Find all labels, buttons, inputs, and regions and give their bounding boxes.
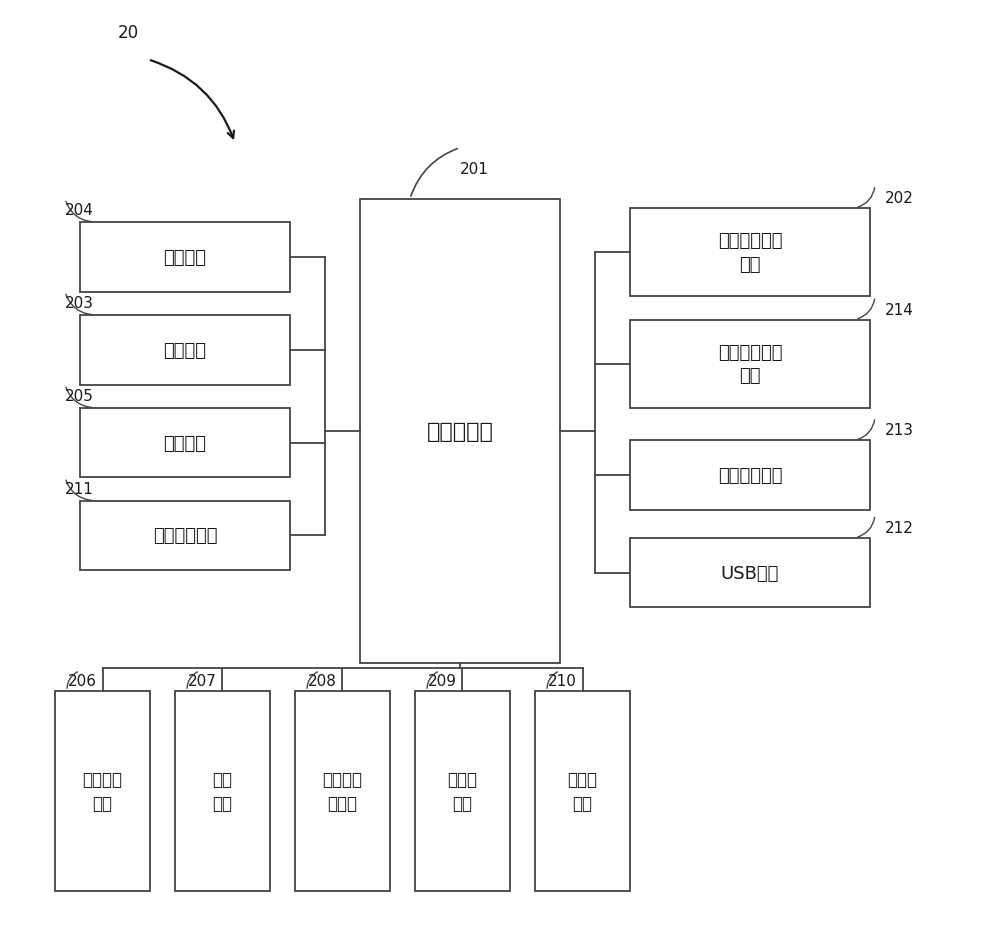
FancyBboxPatch shape	[630, 441, 870, 510]
FancyBboxPatch shape	[630, 538, 870, 608]
FancyBboxPatch shape	[360, 200, 560, 664]
FancyBboxPatch shape	[80, 316, 290, 385]
Text: 微控制单元: 微控制单元	[427, 421, 493, 442]
FancyBboxPatch shape	[535, 691, 630, 891]
Text: 205: 205	[65, 389, 94, 404]
Text: 210: 210	[548, 674, 577, 689]
Text: 触摸按键单元: 触摸按键单元	[153, 527, 217, 545]
Text: 201: 201	[460, 161, 489, 176]
FancyBboxPatch shape	[55, 691, 150, 891]
Text: 209: 209	[428, 674, 457, 689]
FancyBboxPatch shape	[415, 691, 510, 891]
Text: 存储单元: 存储单元	[164, 434, 207, 452]
Text: 无线射频接收
单元: 无线射频接收 单元	[718, 232, 782, 274]
FancyBboxPatch shape	[175, 691, 270, 891]
FancyBboxPatch shape	[630, 209, 870, 297]
FancyBboxPatch shape	[630, 320, 870, 408]
Text: 207: 207	[188, 674, 217, 689]
FancyBboxPatch shape	[80, 223, 290, 292]
Text: 氮气传
感器: 氮气传 感器	[568, 770, 598, 812]
FancyBboxPatch shape	[80, 501, 290, 571]
Text: 蓝牙通讯单元: 蓝牙通讯单元	[718, 467, 782, 484]
Text: 214: 214	[885, 303, 914, 317]
Text: 204: 204	[65, 203, 94, 218]
Text: 203: 203	[65, 296, 94, 311]
Text: 报警
单元: 报警 单元	[212, 770, 232, 812]
Text: 环境温度
传感器: 环境温度 传感器	[322, 770, 362, 812]
Text: 供电单元: 供电单元	[164, 249, 207, 266]
Text: 212: 212	[885, 521, 914, 535]
Text: 实时时钟
单元: 实时时钟 单元	[83, 770, 123, 812]
Text: 213: 213	[885, 423, 914, 438]
Text: 无线射频发射
单元: 无线射频发射 单元	[718, 343, 782, 385]
FancyBboxPatch shape	[295, 691, 390, 891]
Text: 206: 206	[68, 674, 97, 689]
Text: 208: 208	[308, 674, 337, 689]
Text: 显示单元: 显示单元	[164, 342, 207, 359]
Text: USB接口: USB接口	[721, 564, 779, 582]
Text: 湿度传
感器: 湿度传 感器	[447, 770, 478, 812]
FancyBboxPatch shape	[80, 408, 290, 478]
Text: 20: 20	[117, 24, 139, 42]
Text: 202: 202	[885, 191, 914, 206]
Text: 211: 211	[65, 482, 94, 496]
